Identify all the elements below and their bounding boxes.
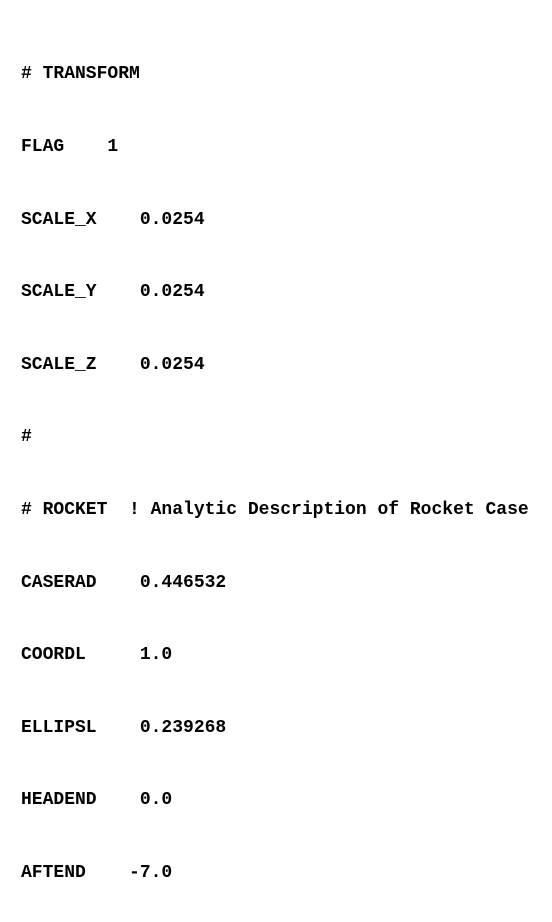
- param-aftend: AFTEND -7.0: [21, 862, 173, 883]
- section-header-transform: # TRANSFORM: [21, 64, 140, 85]
- param-scale-z: SCALE_Z 0.0254: [21, 354, 205, 375]
- param-caserad: CASERAD 0.446532: [21, 572, 227, 593]
- param-scale-x: SCALE_X 0.0254: [21, 209, 205, 230]
- param-ellipsl: ELLIPSL 0.239268: [21, 717, 227, 738]
- config-file-text: # TRANSFORM FLAG 1 SCALE_X 0.0254 SCALE_…: [21, 14, 529, 922]
- section-header-rocket: # ROCKET ! Analytic Description of Rocke…: [21, 499, 529, 520]
- param-scale-y: SCALE_Y 0.0254: [21, 282, 205, 303]
- param-flag: FLAG 1: [21, 137, 119, 157]
- param-headend: HEADEND 0.0: [21, 790, 173, 811]
- comment-separator: #: [21, 427, 32, 448]
- param-coordl: COORDL 1.0: [21, 645, 173, 666]
